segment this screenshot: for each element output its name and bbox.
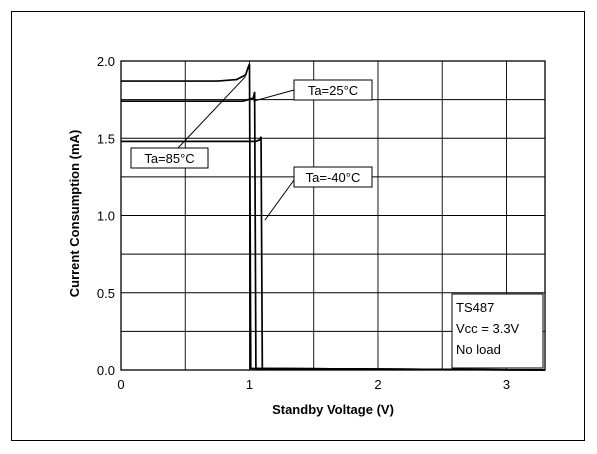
- annotation-label: Ta=25°C: [308, 83, 358, 98]
- y-tick-label: 0.5: [97, 286, 115, 301]
- annotation-label: Ta=85°C: [144, 151, 194, 166]
- x-tick-label: 1: [246, 377, 253, 392]
- annotation-pointer: [177, 76, 246, 149]
- y-axis-title: Current Consumption (mA): [67, 130, 82, 298]
- info-box-border: [451, 293, 544, 369]
- annotation-box: [293, 166, 373, 188]
- series-line-1: [121, 63, 546, 371]
- x-tick-label: 0: [117, 377, 124, 392]
- info-box-line: Vcc = 3.3V: [456, 321, 520, 336]
- info-box-line: No load: [456, 342, 501, 357]
- y-tick-label: 1.0: [97, 209, 115, 224]
- annotation-pointer: [253, 89, 295, 102]
- annotation-box: [130, 147, 209, 169]
- y-tick-label: 0.0: [97, 363, 115, 378]
- y-tick-label: 1.5: [97, 131, 115, 146]
- tick-labels: 0 1 2 3 0.0 0.5 1.0 1.5 2.0: [97, 54, 510, 392]
- x-tick-label: 3: [503, 377, 510, 392]
- info-box-line: TS487: [456, 300, 494, 315]
- x-axis-title: Standby Voltage (V): [272, 402, 394, 417]
- plot-area: [120, 60, 546, 371]
- chart-frame: [11, 11, 585, 441]
- info-box: TS487 Vcc = 3.3V No load: [451, 293, 544, 369]
- annotation-label: Ta=-40°C: [306, 170, 361, 185]
- series-line-3: [121, 136, 546, 371]
- y-tick-label: 2.0: [97, 54, 115, 69]
- annotation-pointer: [264, 179, 295, 221]
- x-tick-label: 2: [374, 377, 381, 392]
- annotations: Ta=25°C Ta=85°C Ta=-40°C: [130, 76, 373, 221]
